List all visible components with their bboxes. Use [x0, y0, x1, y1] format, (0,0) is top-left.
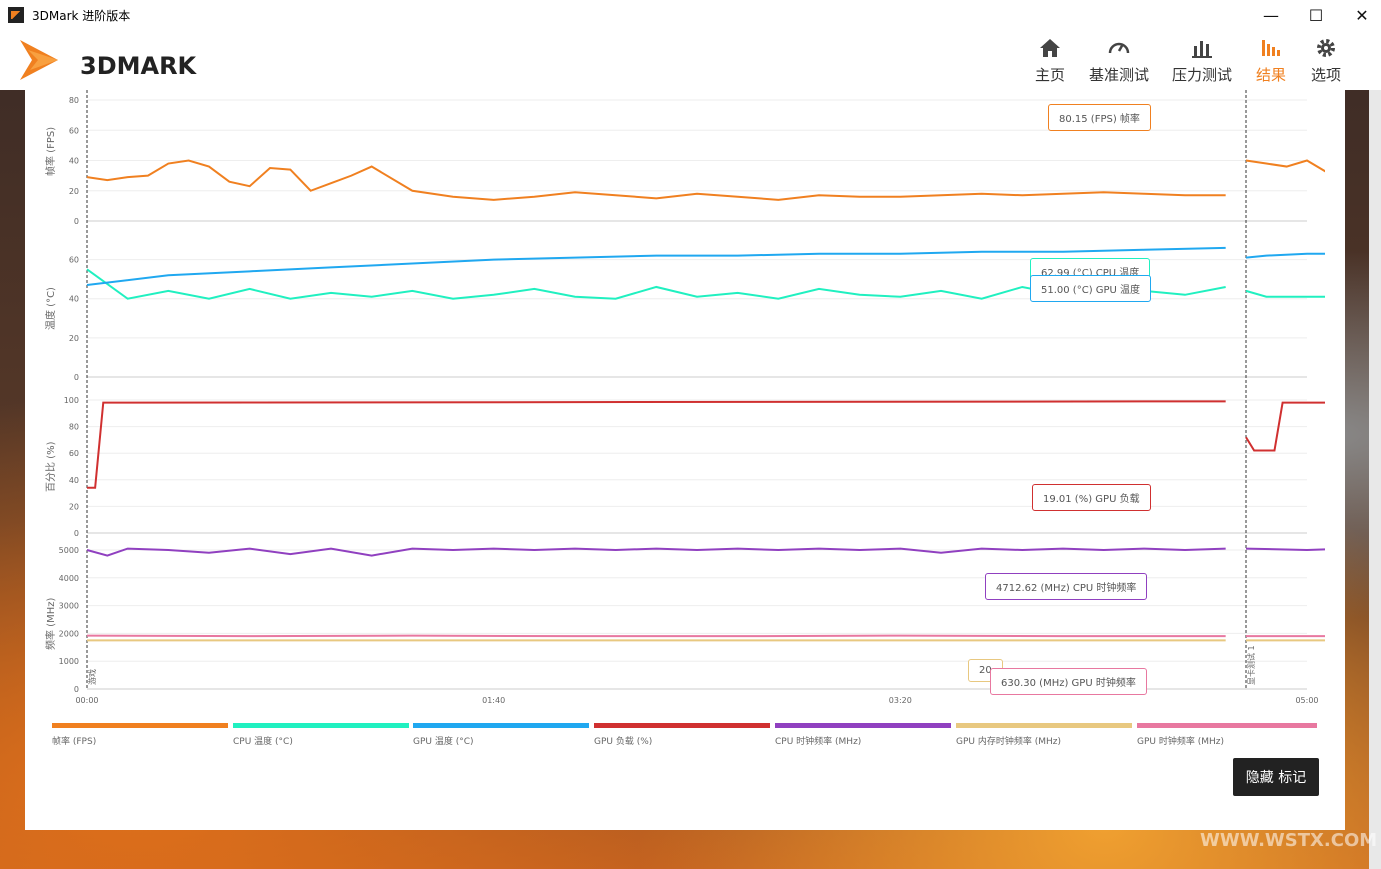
- nav-results[interactable]: 结果: [1255, 36, 1287, 88]
- watermark: 外设天下: [1180, 794, 1325, 835]
- legend-cpu-temp[interactable]: CPU 温度 (°C): [233, 723, 409, 747]
- panel-2-ylabel: 百分比 (%): [46, 441, 57, 492]
- legend-fps[interactable]: 帧率 (FPS): [52, 723, 228, 747]
- nav-results-label: 结果: [1255, 66, 1286, 84]
- watermark-url: WWW.WSTX.COM: [1200, 830, 1378, 851]
- x-tick-label: 03:20: [889, 696, 912, 705]
- nav-options[interactable]: 选项: [1310, 36, 1342, 88]
- legend-gpu-clock[interactable]: GPU 时钟频率 (MHz): [1137, 723, 1317, 747]
- y-tick-label: 80: [69, 96, 79, 105]
- y-tick-label: 1000: [59, 657, 79, 666]
- logo-icon: [20, 40, 58, 80]
- monitoring-chart: 80 60 40 20 0 60 40 20 0 100 80 60 40 20 0 5000 4000 3000…: [59, 90, 1325, 705]
- tooltip-cpu-clock: 4712.62 (MHz) CPU 时钟频率: [985, 573, 1148, 600]
- y-tick-label: 60: [69, 449, 79, 458]
- x-tick-label: 00:00: [75, 696, 98, 705]
- nav-options-label: 选项: [1310, 66, 1341, 84]
- y-tick-label: 60: [69, 256, 79, 265]
- gear-icon: [1317, 39, 1335, 57]
- y-tick-label: 0: [74, 217, 79, 226]
- series-line: [1245, 289, 1325, 298]
- series-line: [86, 634, 1226, 638]
- series-line: [1245, 401, 1325, 452]
- nav-stress-tests-label: 压力测试: [1171, 66, 1232, 84]
- y-tick-label: 40: [69, 295, 79, 304]
- legend-label: CPU 温度 (°C): [233, 737, 293, 747]
- y-tick-label: 3000: [59, 602, 79, 611]
- series-line: [1245, 159, 1325, 173]
- legend-label: GPU 温度 (°C): [413, 737, 474, 747]
- nav-home-label: 主页: [1034, 66, 1065, 84]
- nav-benchmarks-label: 基准测试: [1088, 66, 1149, 84]
- legend-cpu-clock[interactable]: CPU 时钟频率 (MHz): [775, 723, 951, 747]
- bars-icon: [1192, 41, 1212, 58]
- nav-home[interactable]: 主页: [1034, 36, 1066, 88]
- home-icon: [1040, 39, 1060, 57]
- tooltip-gpu-temp: 51.00 (°C) GPU 温度: [1030, 275, 1152, 302]
- y-tick-label: 20: [69, 502, 79, 511]
- y-tick-label: 0: [74, 685, 79, 694]
- y-tick-label: 20: [69, 187, 79, 196]
- gauge-icon: [1108, 42, 1130, 54]
- close-button[interactable]: ✕: [1355, 5, 1369, 25]
- test-marker-label: 游戏: [87, 669, 97, 685]
- results-panel: [25, 90, 1345, 830]
- hide-markers-button[interactable]: 隐藏 标记: [1233, 758, 1319, 796]
- title-bar: 3DMark 进阶版本 — ☐ ✕: [0, 0, 1381, 30]
- series-line: [86, 246, 1226, 287]
- nav-stress-tests[interactable]: 压力测试: [1171, 36, 1233, 88]
- y-tick-label: 100: [64, 396, 79, 405]
- scrollbar[interactable]: [1369, 90, 1381, 869]
- window-title: 3DMark 进阶版本: [32, 9, 131, 23]
- legend-label: GPU 负载 (%): [594, 737, 653, 747]
- tooltip-gpu-clock: 630.30 (MHz) GPU 时钟频率: [990, 668, 1147, 695]
- legend-gpu-mem-clock[interactable]: GPU 内存时钟频率 (MHz): [956, 723, 1132, 747]
- series-line: [86, 547, 1226, 557]
- nav-benchmarks[interactable]: 基准测试: [1088, 36, 1150, 88]
- x-tick-label: 01:40: [482, 696, 505, 705]
- y-tick-label: 0: [74, 373, 79, 382]
- panel-1-ylabel: 温度 (°C): [46, 287, 57, 330]
- results-icon: [1262, 40, 1280, 56]
- app-header: 3DMARK 主页 基准测试 压力测试 结果: [0, 30, 1381, 90]
- y-tick-label: 80: [69, 423, 79, 432]
- y-tick-label: 40: [69, 476, 79, 485]
- y-tick-label: 4000: [59, 574, 79, 583]
- legend-gpu-load[interactable]: GPU 负载 (%): [594, 723, 770, 747]
- tooltip-fps: 80.15 (FPS) 帧率: [1048, 104, 1151, 131]
- legend-label: GPU 时钟频率 (MHz): [1137, 737, 1224, 747]
- legend-gpu-temp[interactable]: GPU 温度 (°C): [413, 723, 589, 747]
- test-marker-label: 显卡测试 1: [1246, 645, 1256, 685]
- maximize-button[interactable]: ☐: [1308, 5, 1324, 25]
- 3dmark-logo: 3DMARK: [18, 36, 228, 86]
- panel-3-ylabel: 频率 (MHz): [46, 597, 57, 650]
- y-tick-label: 20: [69, 334, 79, 343]
- legend-label: CPU 时钟频率 (MHz): [775, 737, 862, 747]
- y-tick-label: 0: [74, 529, 79, 538]
- logo-text: 3DMARK: [80, 52, 197, 80]
- panel-0-ylabel: 帧率 (FPS): [46, 126, 57, 176]
- series-line: [1245, 252, 1325, 259]
- y-tick-label: 5000: [59, 546, 79, 555]
- y-tick-label: 60: [69, 126, 79, 135]
- legend-label: 帧率 (FPS): [52, 737, 97, 747]
- app-icon: [8, 7, 24, 23]
- minimize-button[interactable]: —: [1263, 5, 1279, 25]
- series-line: [1245, 547, 1325, 552]
- tooltip-gpu-load: 19.01 (%) GPU 负载: [1032, 484, 1151, 511]
- y-tick-label: 40: [69, 157, 79, 166]
- x-tick-label: 05:00: [1295, 696, 1318, 705]
- series-line: [87, 400, 1226, 489]
- legend-label: GPU 内存时钟频率 (MHz): [956, 737, 1061, 747]
- y-tick-label: 2000: [59, 629, 79, 638]
- series-line: [86, 159, 1226, 201]
